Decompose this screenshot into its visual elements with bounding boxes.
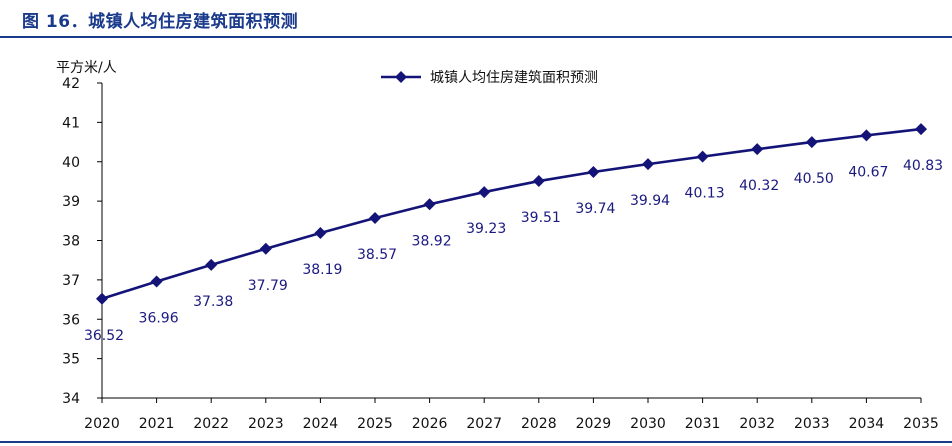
figure-title: 图 16．城镇人均住房建筑面积预测 <box>22 12 299 32</box>
data-label: 36.52 <box>84 328 124 344</box>
data-point-marker <box>96 292 108 305</box>
data-label: 37.79 <box>248 278 288 294</box>
data-label: 40.32 <box>739 178 779 194</box>
data-point-marker <box>423 198 436 211</box>
data-label: 37.38 <box>193 294 233 310</box>
data-label: 40.13 <box>685 186 725 202</box>
data-point-marker <box>642 158 654 171</box>
x-tick-label: 2020 <box>84 416 120 432</box>
data-label: 39.51 <box>521 210 561 226</box>
x-tick-label: 2031 <box>685 416 721 432</box>
data-point-marker <box>478 186 491 199</box>
data-point-marker <box>751 143 764 156</box>
y-tick-label: 36 <box>62 312 80 328</box>
data-label: 38.57 <box>357 247 397 263</box>
data-label: 38.19 <box>302 262 342 278</box>
x-tick-label: 2032 <box>739 416 775 432</box>
y-tick-label: 38 <box>62 234 80 250</box>
header-divider <box>0 36 952 38</box>
legend-marker <box>395 71 407 83</box>
x-tick-label: 2029 <box>576 416 612 432</box>
data-label: 39.74 <box>575 201 615 217</box>
data-point-marker <box>587 165 600 178</box>
y-tick-label: 34 <box>62 391 80 407</box>
figure-header: 图 16．城镇人均住房建筑面积预测 <box>0 0 952 36</box>
x-tick-label: 2021 <box>139 416 175 432</box>
y-tick-label: 42 <box>62 76 80 92</box>
x-tick-label: 2034 <box>849 416 885 432</box>
footer-divider <box>0 441 952 443</box>
data-label: 39.23 <box>466 221 506 237</box>
x-tick-label: 2030 <box>630 416 666 432</box>
x-tick-label: 2026 <box>412 416 448 432</box>
y-tick-label: 41 <box>62 115 80 131</box>
y-tick-label: 40 <box>62 155 80 171</box>
data-point-marker <box>150 275 163 288</box>
x-tick-label: 2028 <box>521 416 557 432</box>
x-tick-label: 2035 <box>903 416 939 432</box>
data-point-marker <box>915 123 927 136</box>
data-label: 39.94 <box>630 193 670 209</box>
data-point-marker <box>369 212 381 225</box>
y-tick-label: 37 <box>62 273 80 289</box>
data-point-marker <box>696 150 709 163</box>
y-tick-label: 35 <box>62 352 80 368</box>
x-tick-label: 2025 <box>357 416 393 432</box>
x-tick-label: 2027 <box>466 416 502 432</box>
data-point-marker <box>532 175 545 188</box>
data-label: 40.83 <box>903 158 943 174</box>
x-tick-label: 2023 <box>248 416 284 432</box>
data-label: 40.50 <box>794 171 834 187</box>
legend-label: 城镇人均住房建筑面积预测 <box>430 70 598 86</box>
x-tick-label: 2033 <box>794 416 830 432</box>
series-line <box>101 127 922 301</box>
data-label: 36.96 <box>139 310 179 326</box>
data-label: 40.67 <box>848 164 888 180</box>
data-point-marker <box>805 136 818 149</box>
data-label: 38.92 <box>412 233 452 249</box>
data-point-marker <box>314 227 327 240</box>
data-point-marker <box>259 242 272 255</box>
y-axis-title: 平方米/人 <box>56 60 117 76</box>
data-point-marker <box>205 258 218 271</box>
data-point-marker <box>860 129 873 142</box>
x-tick-label: 2022 <box>193 416 229 432</box>
y-tick-label: 39 <box>62 194 80 210</box>
x-tick-label: 2024 <box>303 416 339 432</box>
